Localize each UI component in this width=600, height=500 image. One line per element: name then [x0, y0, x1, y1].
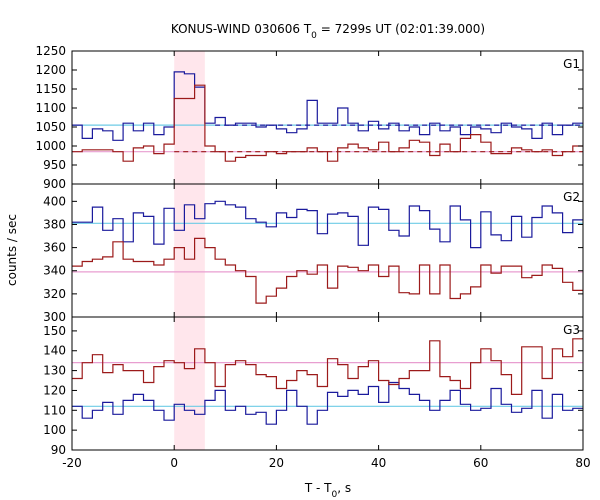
panel-frame [71, 50, 584, 185]
y-tick-label: 130 [43, 364, 66, 378]
x-tick-label: 60 [473, 456, 488, 470]
panel-frame [71, 183, 584, 318]
panel-frame [71, 316, 584, 451]
plot-area: 900950100010501100115012001250G130032034… [35, 44, 590, 470]
y-tick-label: 120 [43, 383, 66, 397]
y-axis-label: counts / sec [5, 214, 19, 286]
y-tick-label: 900 [43, 177, 66, 191]
chart-title: KONUS-WIND 030606 T0 = 7299s UT (02:01:3… [171, 22, 485, 41]
y-tick-label: 950 [43, 158, 66, 172]
series-blue-g2 [72, 200, 583, 249]
series-blue-g1 [72, 71, 583, 141]
y-tick-label: 400 [43, 194, 66, 208]
y-tick-label: 110 [43, 403, 66, 417]
y-tick-label: 1200 [35, 63, 66, 77]
y-tick-label: 300 [43, 310, 66, 324]
y-tick-label: 100 [43, 423, 66, 437]
y-tick-label: 1150 [35, 82, 66, 96]
y-tick-label: 1100 [35, 101, 66, 115]
y-tick-label: 90 [51, 443, 66, 457]
y-tick-label: 1050 [35, 120, 66, 134]
panel-g1: 900 950 1000 1050 1100 1150 1200 1250 G1 [35, 44, 584, 191]
y-tick-label: 1000 [35, 139, 66, 153]
y-tick-label: 140 [43, 344, 66, 358]
x-axis-label: T - T0, s [304, 481, 351, 500]
panel-label: G3 [563, 323, 580, 337]
y-tick-label: 150 [43, 324, 66, 338]
series-red-g2 [72, 237, 583, 304]
panel-g2: 300 320 340 360 380 400 G2 [43, 183, 584, 324]
panel-label: G2 [563, 190, 580, 204]
highlight-interval [174, 51, 205, 450]
x-tick-label: 40 [371, 456, 386, 470]
series-red-g3 [72, 338, 583, 395]
x-tick-label: -20 [62, 456, 82, 470]
y-tick-label: 1250 [35, 44, 66, 58]
y-tick-label: 320 [43, 287, 66, 301]
panel-g3: 90 100 110 120 130 140 150 G3 [43, 316, 584, 457]
panel-label: G1 [563, 57, 580, 71]
x-tick-label: 20 [269, 456, 284, 470]
y-tick-label: 340 [43, 264, 66, 278]
series-red-g1 [72, 84, 583, 162]
y-tick-label: 380 [43, 217, 66, 231]
x-tick-label: 0 [170, 456, 178, 470]
x-tick-label: 80 [575, 456, 590, 470]
y-tick-label: 360 [43, 241, 66, 255]
series-blue-g3 [72, 381, 583, 425]
